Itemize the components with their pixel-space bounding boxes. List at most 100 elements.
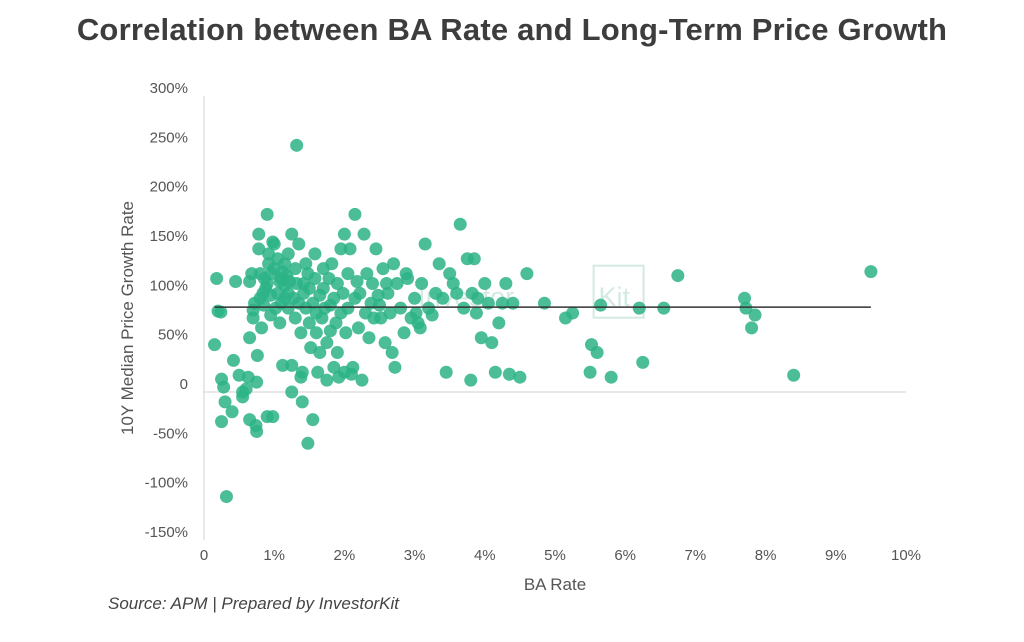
data-point [299, 257, 313, 271]
data-point [276, 358, 290, 372]
x-tick-label: 9% [825, 547, 847, 564]
data-point [295, 395, 309, 409]
data-point [250, 375, 264, 389]
data-point [464, 373, 478, 387]
data-point [632, 301, 646, 315]
data-point [415, 276, 429, 290]
data-point [311, 365, 325, 379]
data-point [260, 207, 274, 221]
data-point [329, 316, 343, 330]
data-point [217, 380, 231, 394]
data-point [471, 291, 485, 305]
data-point [330, 346, 344, 360]
data-point [520, 267, 534, 281]
y-tick-label: 200% [150, 179, 188, 196]
data-point [316, 281, 330, 295]
data-points [208, 138, 878, 504]
data-point [219, 490, 233, 504]
data-point [738, 291, 752, 305]
data-point [302, 316, 316, 330]
y-tick-label: 50% [158, 327, 188, 344]
data-point [474, 331, 488, 345]
x-axis-title: BA Rate [524, 575, 586, 594]
data-point [243, 331, 257, 345]
data-point [255, 321, 269, 335]
data-point [313, 346, 327, 360]
data-point [208, 338, 222, 352]
data-point [320, 373, 334, 387]
x-tick-label: 6% [614, 547, 636, 564]
data-point [453, 217, 467, 231]
data-point [320, 336, 334, 350]
data-point [315, 311, 329, 325]
data-point [225, 405, 239, 419]
data-point [339, 326, 353, 340]
data-point [285, 358, 299, 372]
data-point [409, 306, 423, 320]
data-point [290, 138, 304, 152]
y-tick-label: 250% [150, 129, 188, 146]
data-point [413, 321, 427, 335]
data-point [383, 306, 397, 320]
data-point [408, 291, 422, 305]
data-point [252, 242, 266, 256]
data-point [443, 267, 457, 281]
data-point [739, 301, 753, 315]
data-point [308, 272, 322, 286]
data-point [350, 274, 364, 288]
data-point [478, 276, 492, 290]
data-point [492, 316, 506, 330]
data-point [266, 410, 280, 424]
data-point [341, 301, 355, 315]
data-point [357, 227, 371, 241]
data-point [787, 368, 801, 382]
data-point [273, 316, 287, 330]
data-point [390, 276, 404, 290]
data-point [250, 424, 264, 438]
data-point [278, 257, 292, 271]
data-point [436, 291, 450, 305]
data-point [671, 269, 685, 283]
data-point [373, 298, 386, 312]
data-point [380, 276, 394, 290]
data-point [594, 298, 608, 312]
data-point [334, 242, 348, 256]
data-point [457, 301, 471, 315]
data-point [302, 281, 316, 295]
y-tick-label: 0 [180, 376, 188, 393]
data-point [330, 276, 344, 290]
data-point [210, 272, 224, 286]
data-point [397, 326, 411, 340]
y-tick-label: 150% [150, 228, 188, 245]
data-point [229, 274, 243, 288]
data-point [745, 321, 759, 335]
y-tick-label: 300% [150, 80, 188, 97]
data-point [327, 360, 341, 374]
data-point [337, 227, 351, 241]
data-point [590, 346, 604, 360]
data-point [308, 247, 322, 261]
x-tick-label: 4% [474, 547, 496, 564]
data-point [226, 353, 240, 367]
data-point [336, 286, 350, 300]
data-point [260, 276, 274, 290]
x-tick-label: 10% [891, 547, 921, 564]
y-tick-label: 100% [150, 277, 188, 294]
data-point [301, 436, 315, 450]
data-point [485, 336, 499, 350]
y-tick-label: -150% [145, 524, 188, 541]
data-point [657, 301, 671, 315]
watermark-box [592, 264, 645, 319]
data-point [252, 227, 266, 241]
data-point [387, 257, 401, 271]
x-tick-label: 1% [263, 547, 285, 564]
data-point [355, 373, 369, 387]
data-point [281, 247, 295, 261]
data-point [371, 288, 385, 302]
data-point [864, 265, 878, 279]
data-point [418, 237, 432, 251]
data-point [306, 413, 320, 427]
data-point [294, 326, 308, 340]
